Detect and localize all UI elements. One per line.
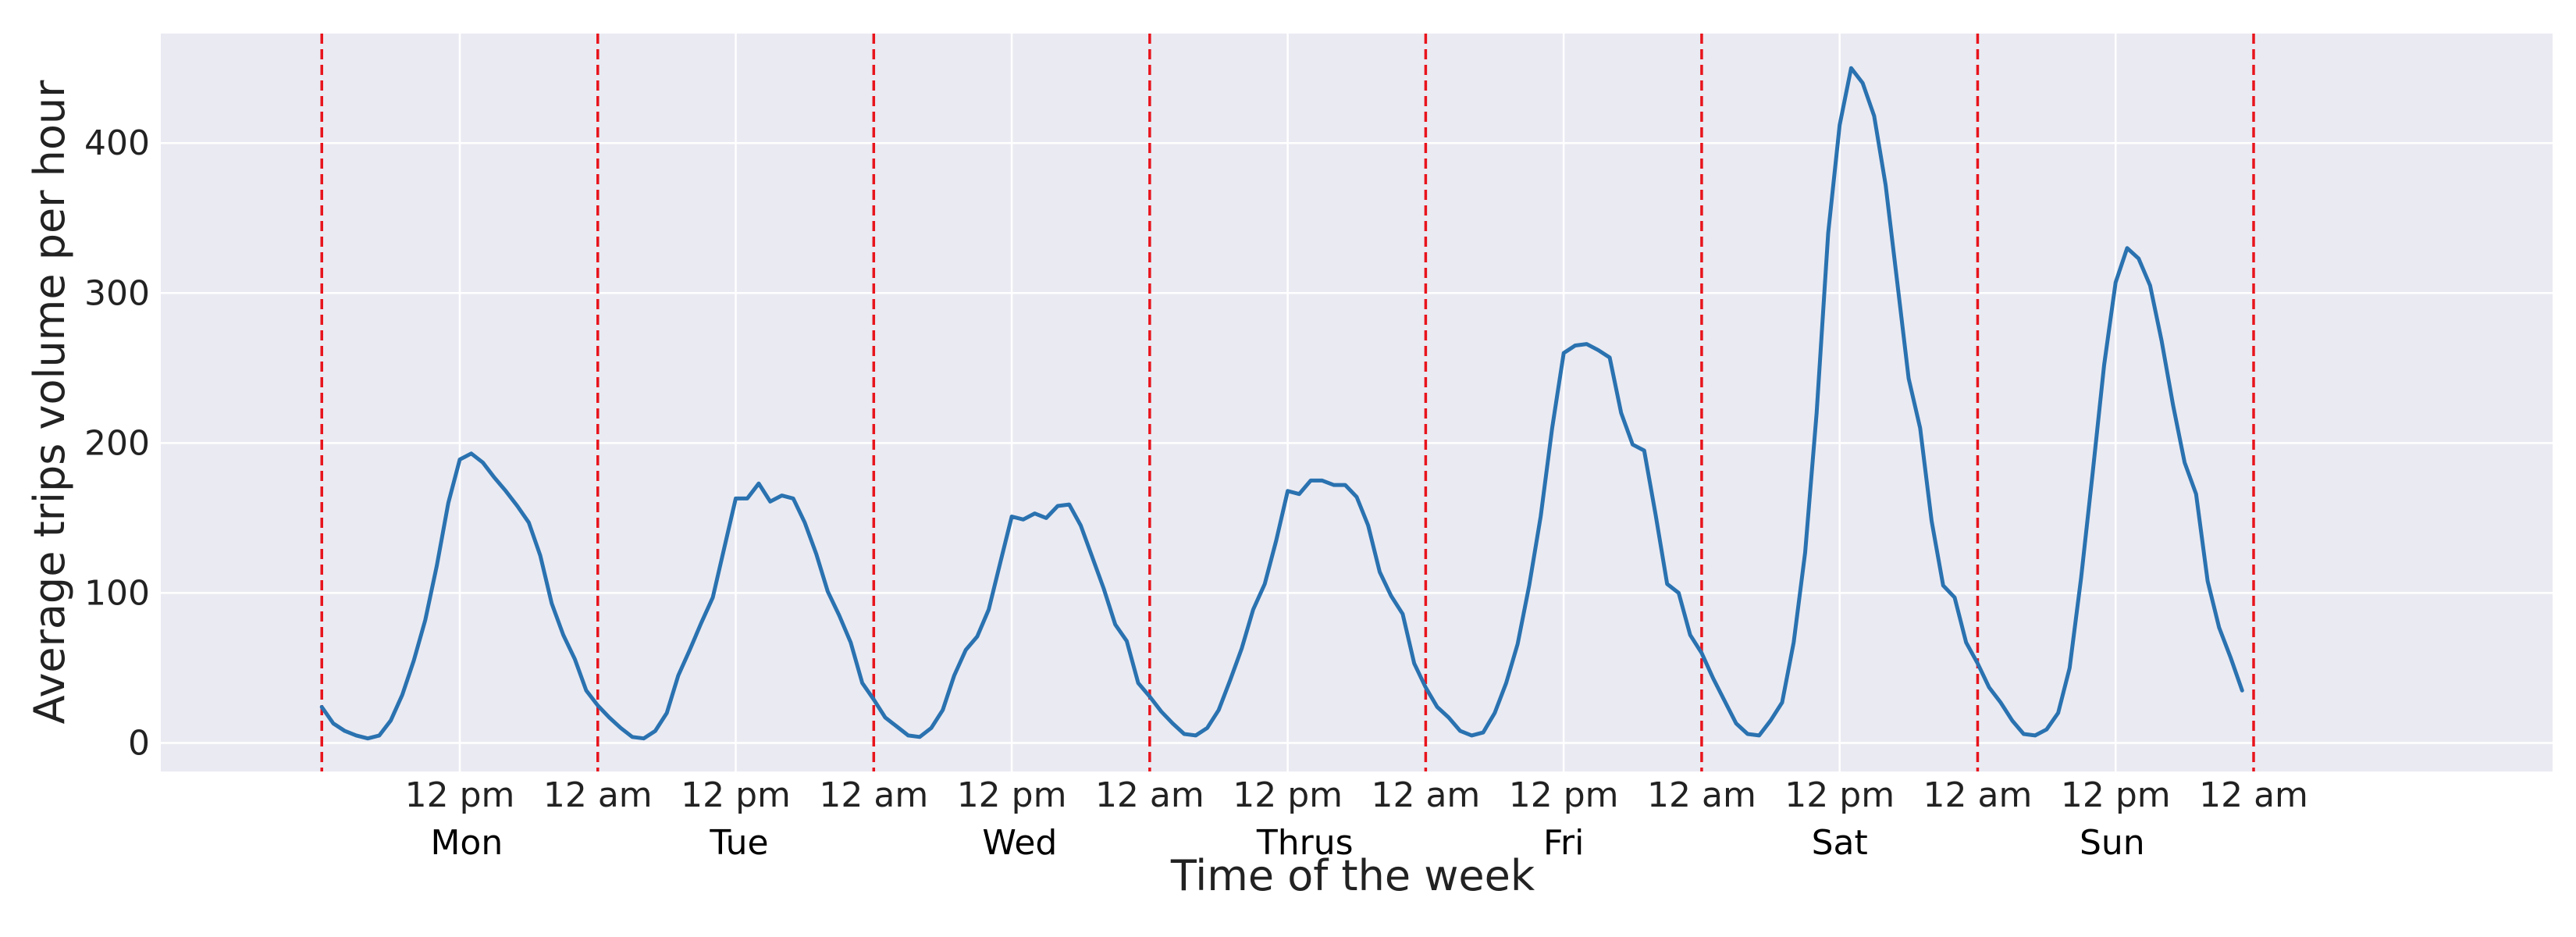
day-label: Tue xyxy=(709,823,768,863)
day-boundary-lines xyxy=(320,34,2255,771)
y-tick-label: 300 xyxy=(84,273,150,313)
x-tick-label: 12 am xyxy=(819,775,928,815)
day-label: Thrus xyxy=(1256,823,1354,863)
day-label: Sat xyxy=(1812,823,1868,863)
x-tick-label: 12 pm xyxy=(1509,775,1619,815)
series-line xyxy=(319,66,2244,741)
x-tick-label: 12 am xyxy=(1095,775,1204,815)
day-label: Sun xyxy=(2080,823,2145,863)
x-tick-label: 12 am xyxy=(1647,775,1756,815)
day-label: Mon xyxy=(430,823,503,863)
x-tick-label: 12 am xyxy=(543,775,653,815)
plot-area-background xyxy=(161,34,2553,771)
y-tick-label: 200 xyxy=(84,423,150,463)
x-tick-label: 12 am xyxy=(1371,775,1480,815)
y-tick-label: 400 xyxy=(84,123,150,163)
day-labels: Mon Tue Wed Thrus Fri Sat Sun xyxy=(430,823,2144,863)
y-tick-label: 0 xyxy=(128,724,150,764)
series-layer xyxy=(319,66,2244,741)
day-label: Fri xyxy=(1543,823,1584,863)
x-tick-label: 12 am xyxy=(2199,775,2308,815)
y-tick-label: 100 xyxy=(84,573,150,613)
x-tick-label: 12 pm xyxy=(2061,775,2171,815)
y-axis-title: Average trips volume per hour xyxy=(25,80,74,724)
grid-lines xyxy=(161,34,2553,771)
x-tick-label: 12 pm xyxy=(1784,775,1895,815)
x-axis-title: Time of the week xyxy=(1170,851,1535,900)
x-tick-label: 12 pm xyxy=(957,775,1067,815)
x-tick-label: 12 pm xyxy=(681,775,791,815)
tick-labels: 0 100 200 300 400 12 pm 12 am 12 pm 12 am 12 pm 12… xyxy=(84,123,2308,815)
x-tick-label: 12 pm xyxy=(405,775,515,815)
x-tick-label: 12 am xyxy=(1923,775,2033,815)
x-tick-label: 12 pm xyxy=(1233,775,1343,815)
day-label: Wed xyxy=(982,823,1057,863)
